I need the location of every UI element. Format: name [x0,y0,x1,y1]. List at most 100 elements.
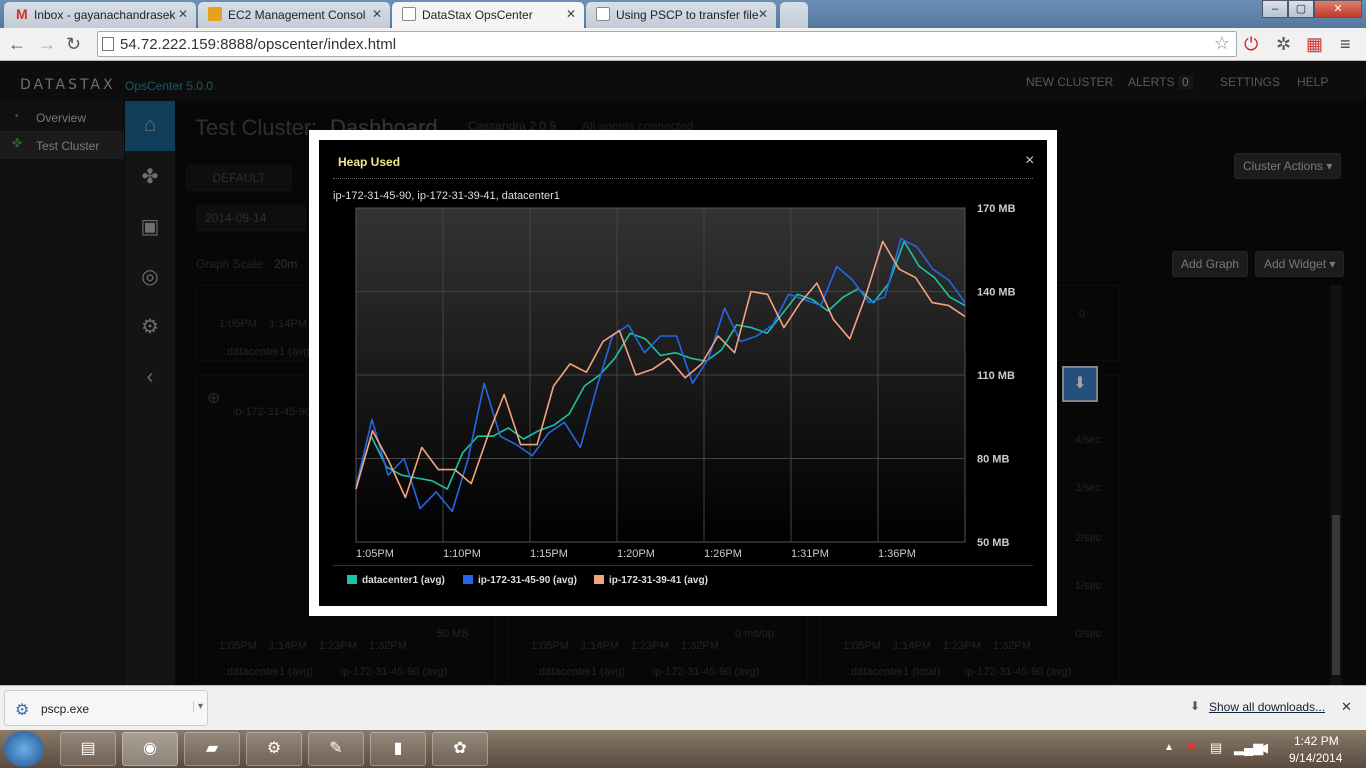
back-icon[interactable]: ← [8,34,26,54]
start-button[interactable] [4,731,44,767]
x-tick-label: 1:36PM [878,548,916,560]
graph-scale-label: Graph Scale [196,257,263,271]
close-icon[interactable]: ✕ [1341,699,1352,714]
putty-icon[interactable]: ⚙ [246,732,302,766]
zoom-icon[interactable]: ⊕ [207,390,221,407]
agents-status: All agents connected [582,119,694,133]
tab-pscp[interactable]: Using PSCP to transfer file ✕ [586,2,776,28]
volume-icon[interactable]: ◀ [1258,740,1268,755]
product-name: OpsCenter 5.0.0 [125,79,214,93]
extension-stop-icon[interactable]: ⏻ [1244,34,1259,54]
tray-up-icon[interactable]: ▲ [1164,742,1174,753]
x-tick-label: 1:26PM [704,548,742,560]
activity-icon[interactable]: ▣ [140,216,160,238]
graph-scale-value[interactable]: 20m [274,257,298,271]
clock-date[interactable]: 9/14/2014 [1289,751,1343,765]
page-icon [402,7,416,21]
reload-icon[interactable]: ↻ [66,34,82,54]
x-tick-label: 1:15PM [530,548,568,560]
y-tick-label: 110 MB [977,370,1015,382]
paint-icon[interactable]: ✿ [432,732,488,766]
x-tick-label: 1:31PM [791,548,829,560]
modal-content: Heap Used × ip-172-31-45-90, ip-172-31-3… [319,140,1047,606]
browser-tab-bar: M Inbox - gayanachandrasek ✕ EC2 Managem… [0,0,1366,28]
chrome-icon[interactable]: ◉ [122,732,178,766]
new-tab-button[interactable] [780,2,808,28]
chart-subtitle: ip-172-31-45-90, ip-172-31-39-41, datace… [333,190,560,202]
device-icon[interactable]: ▤ [1210,740,1223,755]
y-tick-label: 140 MB [977,287,1016,299]
download-icon[interactable]: ⬇ [1062,366,1098,402]
home-icon[interactable]: ⌂ [125,101,175,151]
tab-gmail[interactable]: M Inbox - gayanachandrasek ✕ [4,2,196,28]
add-widget-button[interactable]: Add Widget ▾ [1255,251,1345,277]
cluster-icon: ✤ [12,136,23,150]
minimize-button[interactable]: – [1262,0,1288,18]
close-icon[interactable]: ✕ [757,7,768,21]
extension-bug-icon[interactable]: ✲ [1276,34,1292,54]
notepad-icon[interactable]: ✎ [308,732,364,766]
date-picker[interactable]: 2014-09-14 [196,205,306,231]
cmd-icon[interactable]: ▮ [370,732,426,766]
y-tick-label: 50 MB [977,537,1009,549]
forward-icon[interactable]: → [38,34,56,54]
x-tick-label: 1:20PM [617,548,655,560]
extension-grid-icon[interactable]: ▦ [1306,34,1324,54]
explorer-icon[interactable]: ▤ [60,732,116,766]
show-all-downloads-link[interactable]: Show all downloads... [1209,700,1326,714]
scrollbar[interactable] [1330,285,1342,685]
aws-icon [208,7,222,21]
flag-icon[interactable]: ⚑ [1186,740,1198,755]
cluster-title: Test Cluster: [195,115,318,140]
heap-used-chart: 170 MB 140 MB 110 MB 80 MB 50 MB 1:05PM 1:10PM… [347,203,1016,586]
y-tick-label: 170 MB [977,203,1016,215]
download-bar: ⚙ pscp.exe ▾ ⬇ Show all downloads... ✕ [0,685,1366,730]
cluster-actions-button[interactable]: Cluster Actions ▾ [1234,153,1342,179]
maximize-button[interactable]: ▢ [1288,0,1314,18]
alerts-count-badge: 0 [1178,75,1193,89]
help-link[interactable]: HELP [1297,75,1329,89]
app-header: DATASTAX OpsCenter 5.0.0 NEW CLUSTER ALE… [0,61,1366,101]
close-window-button[interactable]: ✕ [1314,0,1362,18]
x-tick-label: 1:05PM [356,548,394,560]
database-icon[interactable]: ◎ [141,266,159,288]
settings-link[interactable]: SETTINGS [1220,75,1281,89]
left-nav-overview[interactable]: ◔ Overview [12,109,87,125]
pscp-icon: ⚙ [15,702,30,719]
windows-taskbar: ▤ ◉ ▰ ⚙ ✎ ▮ ✿ ▲ ⚑ ▤ ▂▄▆ ◀ 1:42 PM 9/14/2… [0,730,1366,768]
new-cluster-link[interactable]: NEW CLUSTER [1026,75,1114,89]
title-divider [333,178,1033,179]
collapse-icon[interactable]: ‹ [146,366,154,388]
left-nav-test-cluster[interactable]: ✤ Test Cluster [0,131,124,159]
folder-icon[interactable]: ▰ [184,732,240,766]
tab-default[interactable]: DEFAULT [186,165,292,191]
browser-toolbar: ← → ↻ 54.72.222.159:8888/opscenter/index… [0,28,1366,61]
legend-label-2: ip-172-31-45-90 (avg) [478,575,577,586]
close-icon[interactable]: ✕ [177,7,188,21]
alerts-link[interactable]: ALERTS [1128,75,1175,89]
icon-rail: ⌂ ✤ ▣ ◎ ⚙ ‹ [125,101,175,685]
modal-title: Heap Used [338,155,401,169]
download-arrow-icon: ⬇ [1190,699,1201,713]
clock-time[interactable]: 1:42 PM [1294,734,1339,748]
star-icon[interactable]: ☆ [1213,33,1230,53]
scrollbar-thumb[interactable] [1332,515,1340,675]
series-line-3 [355,240,966,499]
tab-ec2[interactable]: EC2 Management Consol ✕ [198,2,390,28]
address-bar[interactable]: 54.72.222.159:8888/opscenter/index.html … [97,31,1237,57]
signal-icon[interactable]: ▂▄▆ [1234,740,1264,755]
close-icon[interactable]: × [1025,152,1035,169]
menu-icon[interactable]: ≡ [1340,34,1351,54]
close-icon[interactable]: ✕ [565,7,576,21]
legend-swatch-1 [347,575,357,584]
download-item[interactable]: ⚙ pscp.exe ▾ [4,690,208,726]
close-icon[interactable]: ✕ [371,7,382,21]
add-graph-button[interactable]: Add Graph [1172,251,1249,277]
legend-label-1: datacenter1 (avg) [362,575,445,586]
chevron-down-icon[interactable]: ▾ [192,701,203,712]
settings-icon[interactable]: ⚙ [141,316,159,338]
nodes-icon[interactable]: ✤ [141,166,159,188]
legend-label-3: ip-172-31-39-41 (avg) [609,575,708,586]
tab-opscenter[interactable]: DataStax OpsCenter ✕ [392,2,584,28]
legend-swatch-2 [463,575,473,584]
